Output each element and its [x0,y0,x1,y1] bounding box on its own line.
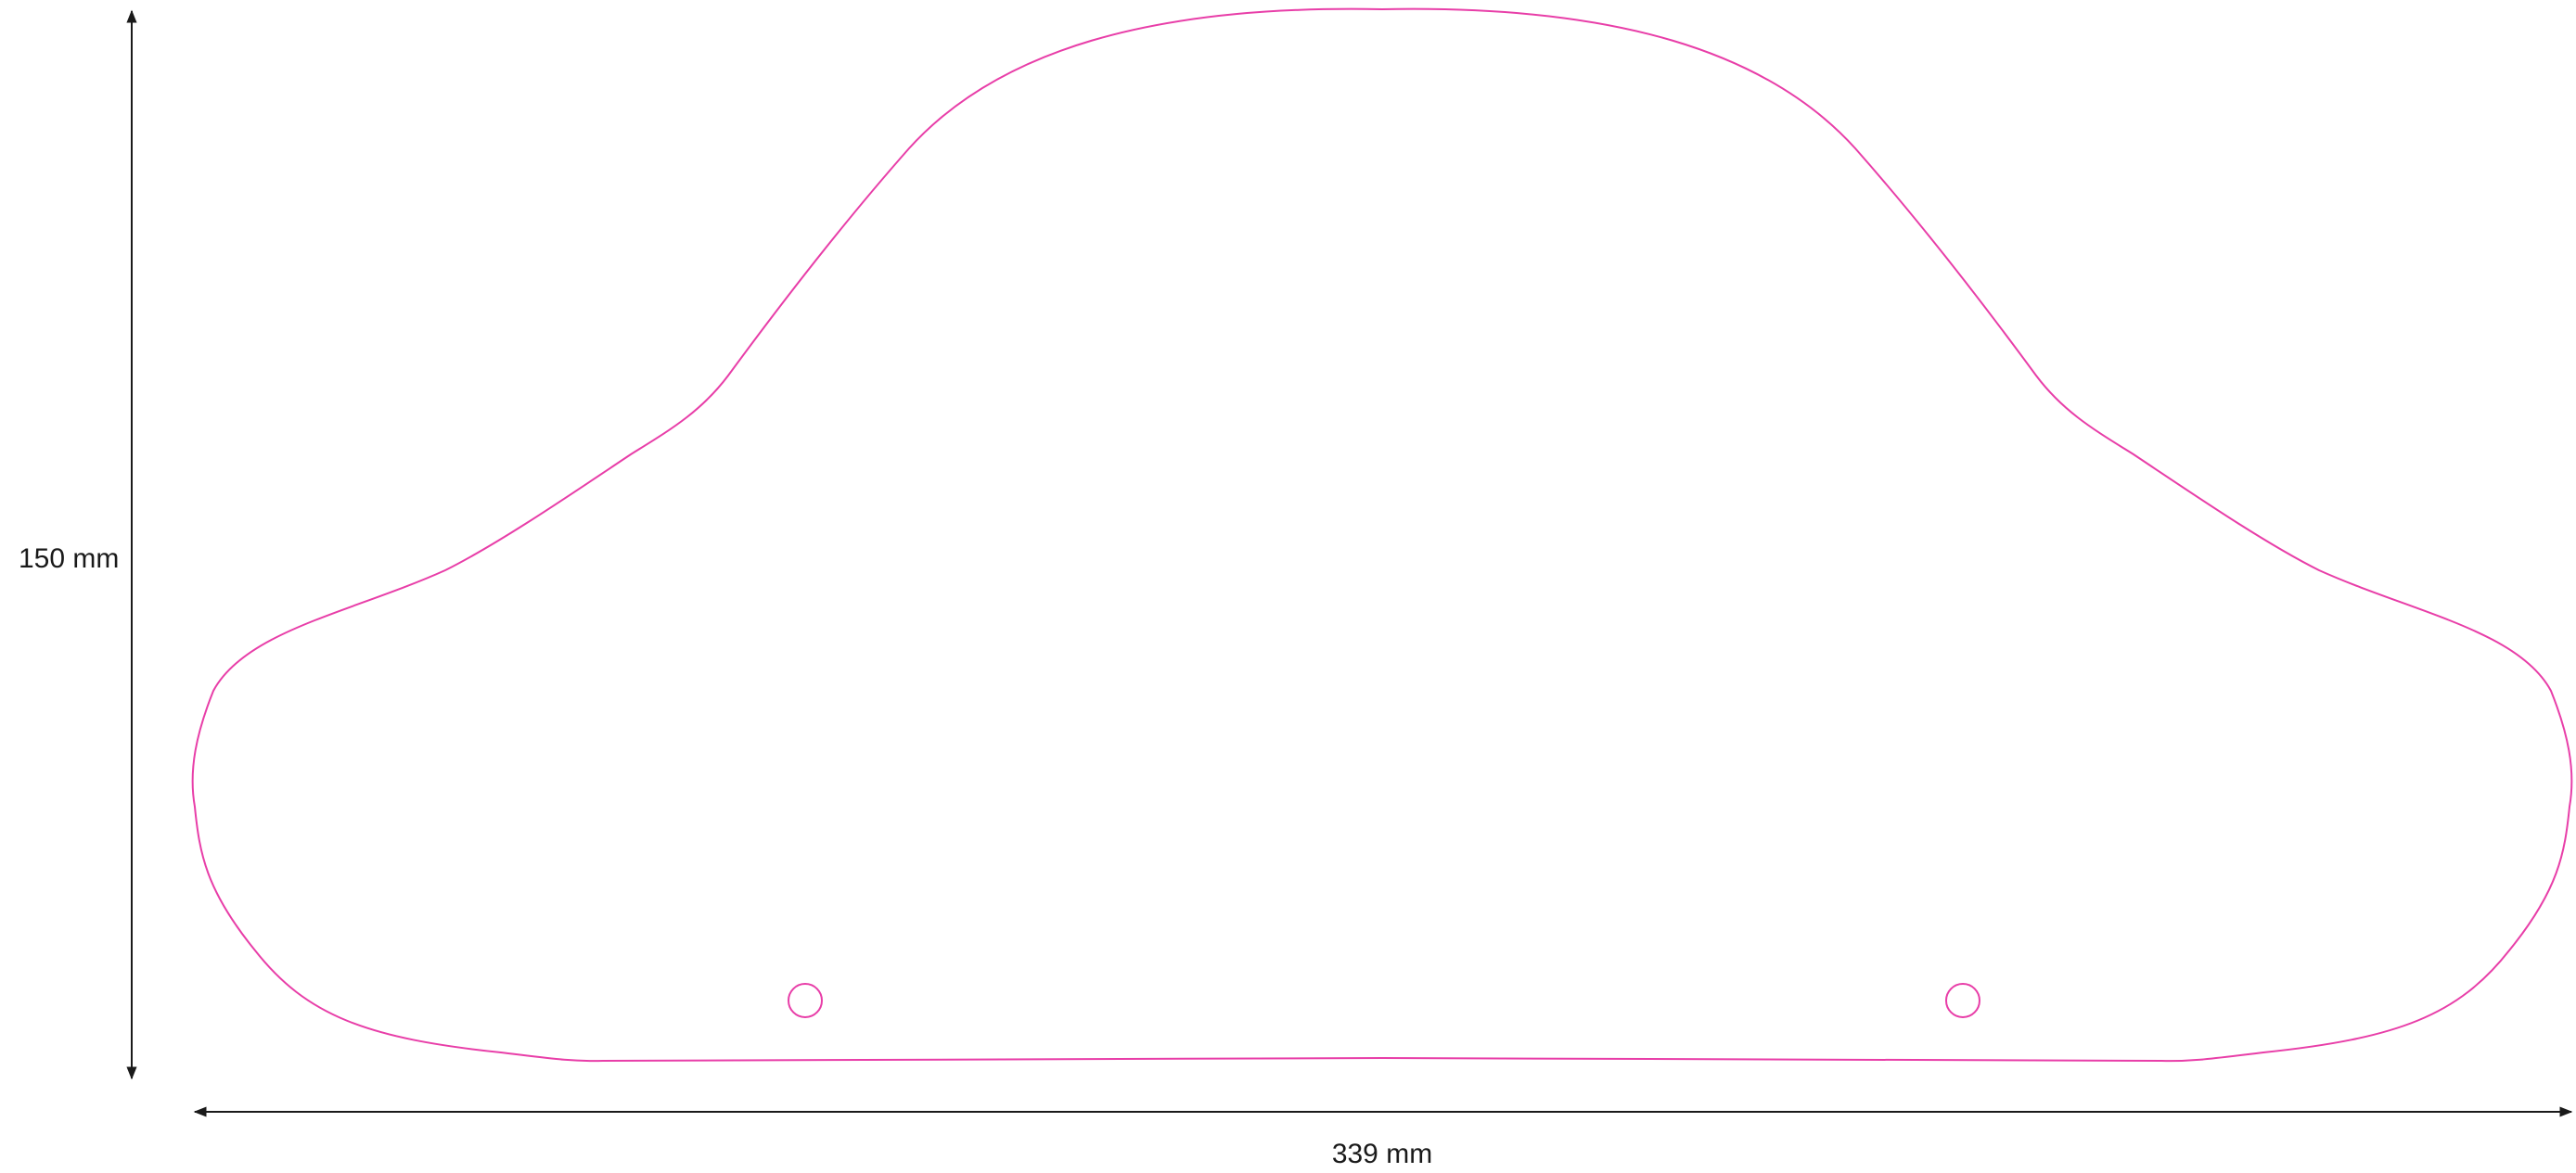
height-dimension-label: 150 mm [19,543,119,574]
width-dimension-label: 339 mm [1332,1139,1432,1169]
part-outline [191,7,2573,1063]
mounting-hole-right [1945,983,1980,1018]
mounting-hole-left [788,983,823,1018]
